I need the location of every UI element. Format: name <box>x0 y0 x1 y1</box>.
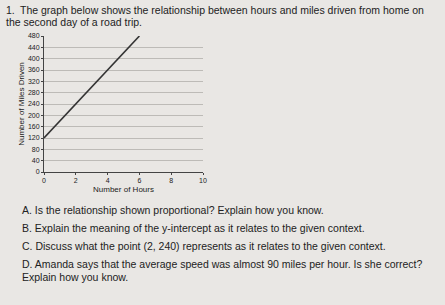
svg-text:Number of Miles Driven: Number of Miles Driven <box>17 62 26 146</box>
svg-text:120: 120 <box>28 134 40 141</box>
svg-text:240: 240 <box>28 100 40 107</box>
svg-text:200: 200 <box>28 112 40 119</box>
svg-text:0: 0 <box>36 168 40 175</box>
html-text:B. Explain the meaning of the: B. Explain the meaning of the y-intercep… <box>22 222 365 234</box>
svg-text:0: 0 <box>42 177 46 184</box>
svg-text:10: 10 <box>199 177 207 184</box>
svg-text:160: 160 <box>28 123 40 130</box>
svg-text:Number of Hours: Number of Hours <box>93 185 154 194</box>
svg-text:6: 6 <box>137 177 141 184</box>
svg-text:400: 400 <box>28 55 40 62</box>
svg-text:360: 360 <box>28 66 40 73</box>
svg-text:40: 40 <box>32 157 40 164</box>
svg-text:480: 480 <box>28 32 40 39</box>
svg-text:320: 320 <box>28 78 40 85</box>
html-text:C. Discuss what the point (2,: C. Discuss what the point (2, 240) repre… <box>22 240 386 252</box>
html-text:A. Is the relationship shown p: A. Is the relationship shown proportiona… <box>22 204 324 216</box>
svg-text:4: 4 <box>106 177 110 184</box>
svg-text:80: 80 <box>32 146 40 153</box>
svg-text:280: 280 <box>28 89 40 96</box>
html-text:1.: 1. <box>6 4 15 16</box>
svg-text:440: 440 <box>28 44 40 51</box>
svg-text:2: 2 <box>74 177 78 184</box>
html-text:The graph below shows the rela: The graph below shows the relationship b… <box>6 4 424 28</box>
svg-text:8: 8 <box>169 177 173 184</box>
html-text:D. Amanda says that the averag: D. Amanda says that the average speed wa… <box>22 258 423 283</box>
